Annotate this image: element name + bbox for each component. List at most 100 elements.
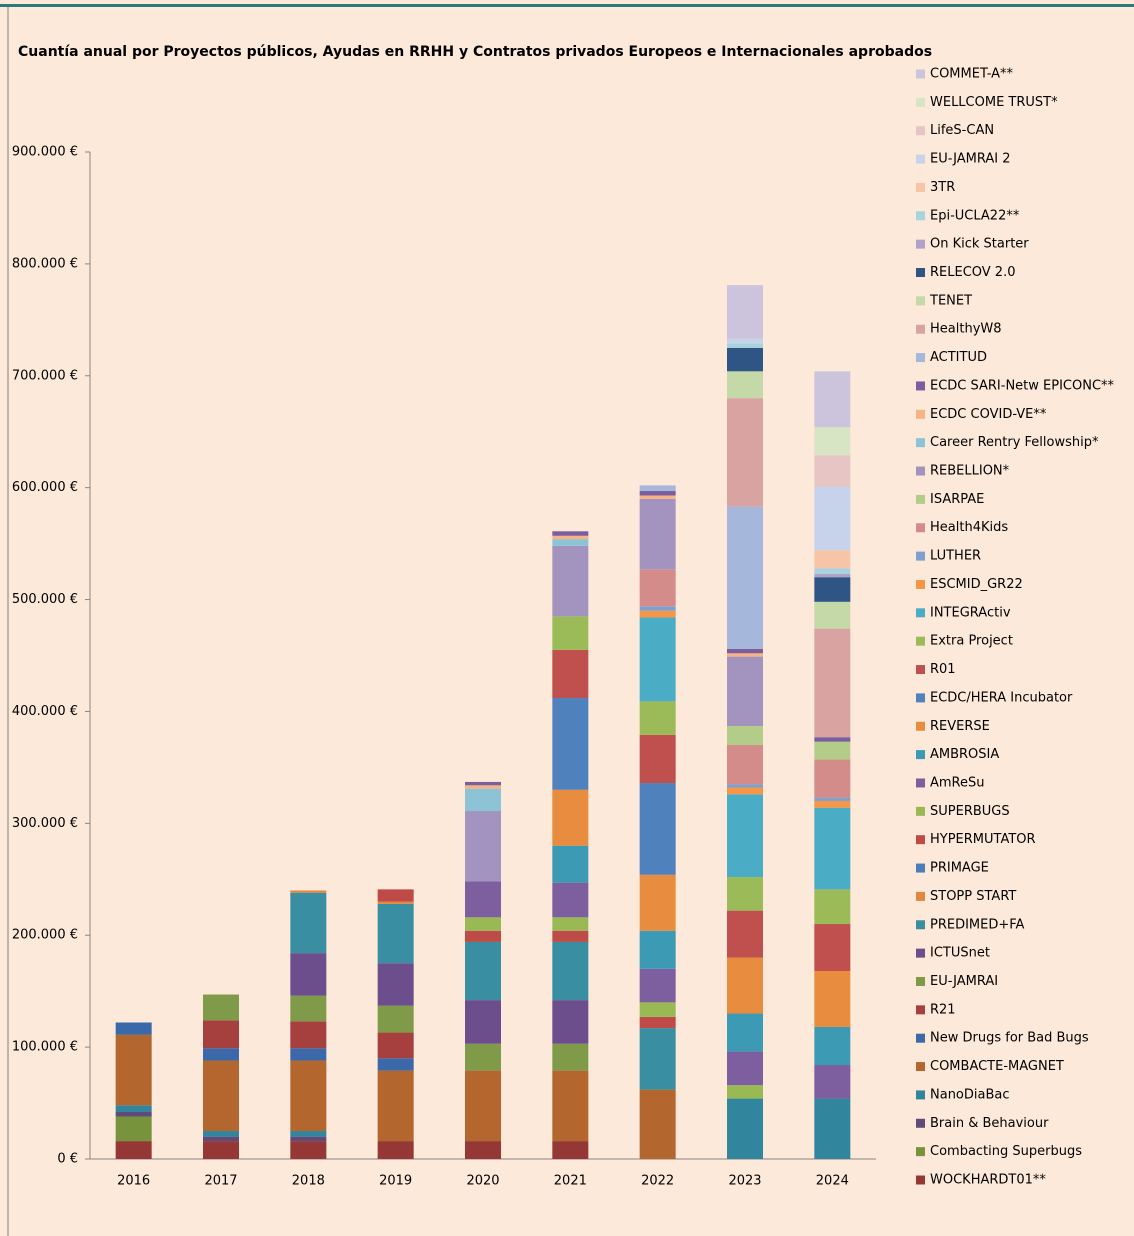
bar-segment [465,1043,501,1071]
x-tick-label: 2021 [554,1174,587,1189]
bar-segment [290,892,327,954]
bar-segment [290,1021,327,1049]
legend-label: Extra Project [930,634,1013,649]
legend-swatch [916,1005,925,1015]
legend-swatch [916,891,925,901]
legend-swatch [916,1147,925,1157]
bar-segment [290,1048,327,1061]
bar-segment [639,930,676,969]
legend-swatch [916,211,925,221]
y-tick-label: 600.000 € [12,480,78,495]
legend-swatch [916,466,925,476]
legend-label: Health4Kids [930,520,1008,535]
top-rule [0,4,1134,7]
bar-segment [814,971,851,1027]
bar-segment [552,1141,589,1159]
legend-label: R21 [930,1002,956,1017]
legend-label: REVERSE [930,719,990,734]
bar-segment [727,653,763,657]
bar-segment [814,573,851,578]
bar-segment [727,1051,763,1086]
bar-segment [639,783,676,875]
legend-label: AMBROSIA [930,747,999,762]
legend-swatch [916,778,925,788]
bar-segment [290,1136,327,1142]
bar-segment [552,616,589,650]
legend-label: Brain & Behaviour [930,1116,1049,1131]
bar-segment [552,649,589,699]
y-tick-label: 800.000 € [12,256,78,271]
bar-segment [115,1022,152,1035]
bar-segment [814,741,851,760]
bar-segment [115,1034,152,1106]
bar-segment [814,1098,851,1159]
bar-segment [465,1141,501,1159]
bar-segment [377,1070,414,1142]
bar-segment [203,1020,239,1049]
legend-label: EU-JAMRAI 2 [930,152,1011,167]
bar-segment [639,1028,676,1090]
legend-swatch [916,835,925,845]
legend-label: PRIMAGE [930,861,989,876]
bar-segment [203,1060,239,1132]
bar-segment [377,1005,414,1033]
legend-swatch [916,154,925,164]
legend-swatch [916,381,925,391]
legend-swatch [916,750,925,760]
bar-segment [727,725,763,746]
legend-swatch [916,268,925,278]
legend-swatch [916,97,925,107]
bar-segment [290,995,327,1022]
legend-swatch [916,693,925,703]
bar-segment [115,1141,152,1159]
legend-swatch [916,494,925,504]
bar-segment [814,807,851,890]
chart-title: Cuantía anual por Proyectos públicos, Ay… [18,44,932,60]
bar-segment [639,485,676,492]
bar-segment [727,648,763,654]
bar-segment [552,917,589,931]
bar-segment [377,1032,414,1059]
y-tick-label: 300.000 € [12,816,78,831]
bar-segment [814,1026,851,1066]
bar-segment [727,784,763,788]
bar-segment [552,545,589,617]
bar-segment [814,486,851,551]
legend-swatch [916,523,925,533]
bar-segment [639,495,676,499]
bar-segment [552,941,589,1001]
bar-segment [377,1058,414,1071]
bar-segment [727,506,763,649]
legend-swatch [916,126,925,136]
bar-segment [814,601,851,629]
legend-swatch [916,1118,925,1128]
bar-segment [377,889,414,902]
bar-segment [377,1141,414,1159]
legend-label: New Drugs for Bad Bugs [930,1031,1089,1046]
bar-segment [552,1070,589,1142]
x-tick-label: 2024 [816,1174,849,1189]
bar-segment [465,781,501,786]
legend-swatch [916,438,925,448]
legend-swatch [916,665,925,675]
legend-label: HealthyW8 [930,322,1002,337]
legend-swatch [916,1062,925,1072]
legend-label: R01 [930,662,956,677]
legend-label: ECDC COVID-VE** [930,407,1047,422]
bar-segment [814,759,851,798]
bar-segment [552,531,589,536]
bar-segment [727,347,763,372]
x-tick-label: 2023 [728,1174,761,1189]
bar-segment [727,957,763,1014]
legend-swatch [916,948,925,958]
y-tick-label: 500.000 € [12,592,78,607]
bar-segment [814,889,851,925]
legend-label: LUTHER [930,549,981,564]
legend-label: ESCMID_GR22 [930,577,1023,592]
bar-segment [727,343,763,348]
bar-segment [727,1098,763,1159]
legend-label: ECDC SARI-Netw EPICONC** [930,378,1115,393]
legend-label: WOCKHARDT01** [930,1173,1046,1188]
